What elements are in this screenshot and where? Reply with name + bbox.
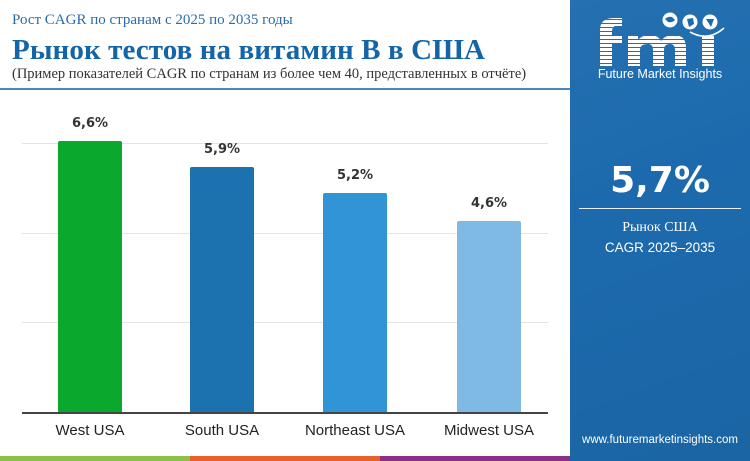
bar-west-usa (58, 141, 122, 412)
cagr-period-label: CAGR 2025–2035 (604, 240, 716, 255)
website-url: www.futuremarketinsights.com (582, 434, 738, 446)
panel-divider (579, 208, 741, 209)
category-label: West USA (55, 422, 125, 439)
chart-note: (Пример показателей CAGR по странам из б… (12, 66, 527, 82)
gridline (22, 143, 548, 144)
bar-value-label: 6,6% (71, 116, 109, 131)
color-stripe (190, 456, 380, 461)
x-axis-baseline (22, 412, 548, 414)
chart-area: Рост CAGR по странам с 2025 по 2035 годы… (0, 12, 570, 461)
category-label: Midwest USA (443, 422, 535, 439)
gridline (22, 322, 548, 324)
market-cagr-value: 5,7% (610, 160, 710, 201)
chart-title: Рынок тестов на витамин B в США (12, 34, 486, 66)
color-stripe (380, 456, 570, 461)
bar-northeast-usa (323, 193, 387, 412)
category-label: South USA (184, 422, 260, 439)
plot-area: 6,6% 5,9% 5,2% 4,6% (22, 110, 570, 414)
chart-subtitle: Рост CAGR по странам с 2025 по 2035 годы (12, 12, 293, 28)
logo-text: Future Market Insights (597, 67, 723, 81)
gridline (22, 232, 548, 234)
fmi-logo-icon (600, 12, 725, 66)
bar-value-label: 5,9% (203, 142, 241, 157)
bar-south-usa (190, 167, 254, 412)
market-label: Рынок США (622, 220, 698, 235)
bar-value-label: 5,2% (336, 168, 374, 183)
category-label: Northeast USA (304, 422, 406, 439)
header-divider (0, 88, 570, 90)
bar-midwest-usa (457, 221, 521, 412)
panel-texture (570, 0, 750, 461)
summary-panel: Future Market Insights 5,7% Рынок США CA… (570, 0, 750, 461)
color-stripe (0, 456, 190, 461)
bar-value-label: 4,6% (470, 196, 508, 211)
